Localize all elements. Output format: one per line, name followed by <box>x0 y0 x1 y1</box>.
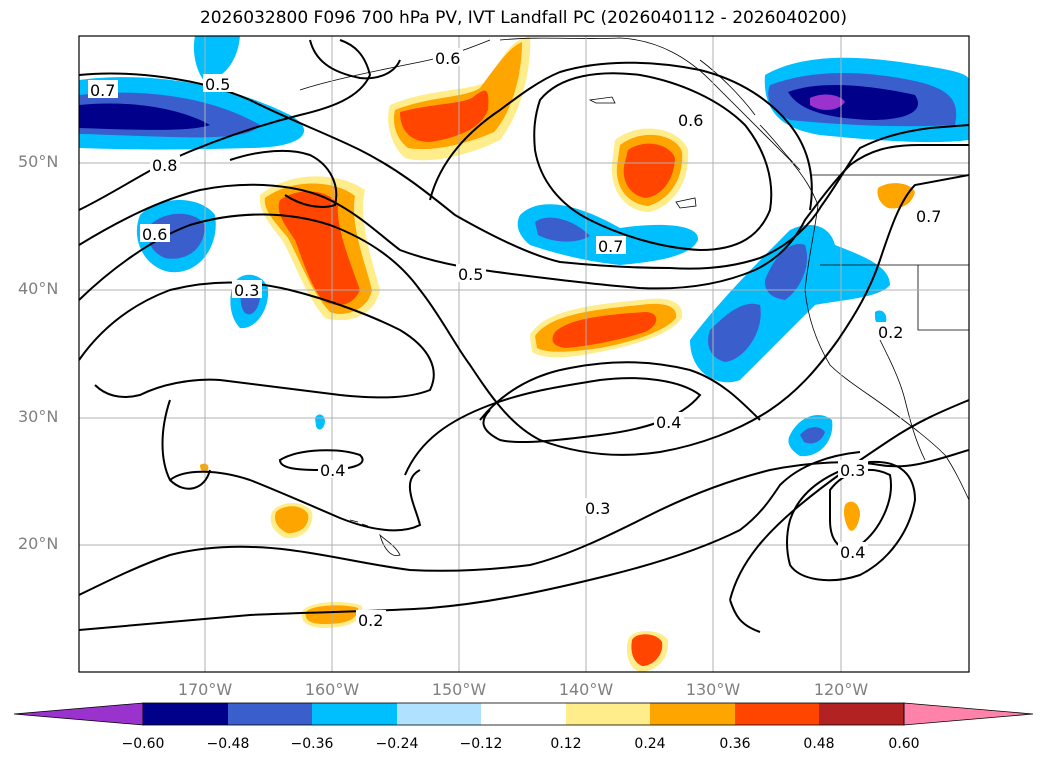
contour-label: 0.8 <box>152 156 177 175</box>
contour-label: 0.6 <box>142 225 167 244</box>
contour-label: 0.5 <box>205 75 230 94</box>
colorbar-extend-high <box>903 702 1034 726</box>
contour-label: 0.7 <box>598 237 623 256</box>
plot-frame <box>78 35 970 673</box>
contour-label: 0.6 <box>435 49 460 68</box>
colorbar-tick-label: 0.48 <box>803 736 835 752</box>
colorbar-tick-label: 0.36 <box>719 736 751 752</box>
lat-label: 50°N <box>18 152 59 171</box>
contour-label: 0.3 <box>234 281 259 300</box>
lon-label: 170°W <box>177 680 233 699</box>
contour-label: 0.5 <box>458 265 483 284</box>
colorbar-tick-label: 0.12 <box>550 736 582 752</box>
lat-label: 30°N <box>18 407 59 426</box>
contour-label: 0.7 <box>90 81 115 100</box>
graticule <box>79 36 969 672</box>
map-title: 2026032800 F096 700 hPa PV, IVT Landfall… <box>199 8 847 28</box>
colorbar-tick-label: −0.36 <box>290 736 334 752</box>
colorbar-tick-label: −0.48 <box>206 736 250 752</box>
lat-label: 40°N <box>18 279 59 298</box>
colorbar-tick-label: 0.60 <box>888 736 920 752</box>
colorbar-tick-label: −0.24 <box>375 736 419 752</box>
colorbar-tick-label: −0.60 <box>121 736 165 752</box>
contour-label: 0.3 <box>840 461 865 480</box>
contour-label: 0.4 <box>656 413 681 432</box>
contour-label: 0.6 <box>678 111 703 130</box>
coastlines <box>299 37 969 557</box>
colorbar <box>13 702 1034 726</box>
colorbar-tick-label: 0.24 <box>634 736 666 752</box>
contour-label: 0.4 <box>840 543 865 562</box>
colorbar-extend-low <box>13 702 144 726</box>
lat-label: 20°N <box>18 534 59 553</box>
lon-label: 150°W <box>431 680 487 699</box>
colorbar-tick-label: −0.12 <box>459 736 503 752</box>
contour-label: 0.2 <box>878 323 903 342</box>
contour-labels: 0.7 0.5 0.6 0.8 0.6 0.3 0.5 0.7 0.6 0.4 … <box>88 48 944 630</box>
contour-label: 0.4 <box>320 461 345 480</box>
contour-label: 0.2 <box>358 611 383 630</box>
contour-label: 0.7 <box>916 207 941 226</box>
lon-label: 120°W <box>813 680 869 699</box>
lon-label: 160°W <box>304 680 360 699</box>
ivt-contours <box>79 39 969 633</box>
contour-label: 0.3 <box>585 499 610 518</box>
lon-label: 140°W <box>558 680 614 699</box>
lon-label: 130°W <box>685 680 741 699</box>
